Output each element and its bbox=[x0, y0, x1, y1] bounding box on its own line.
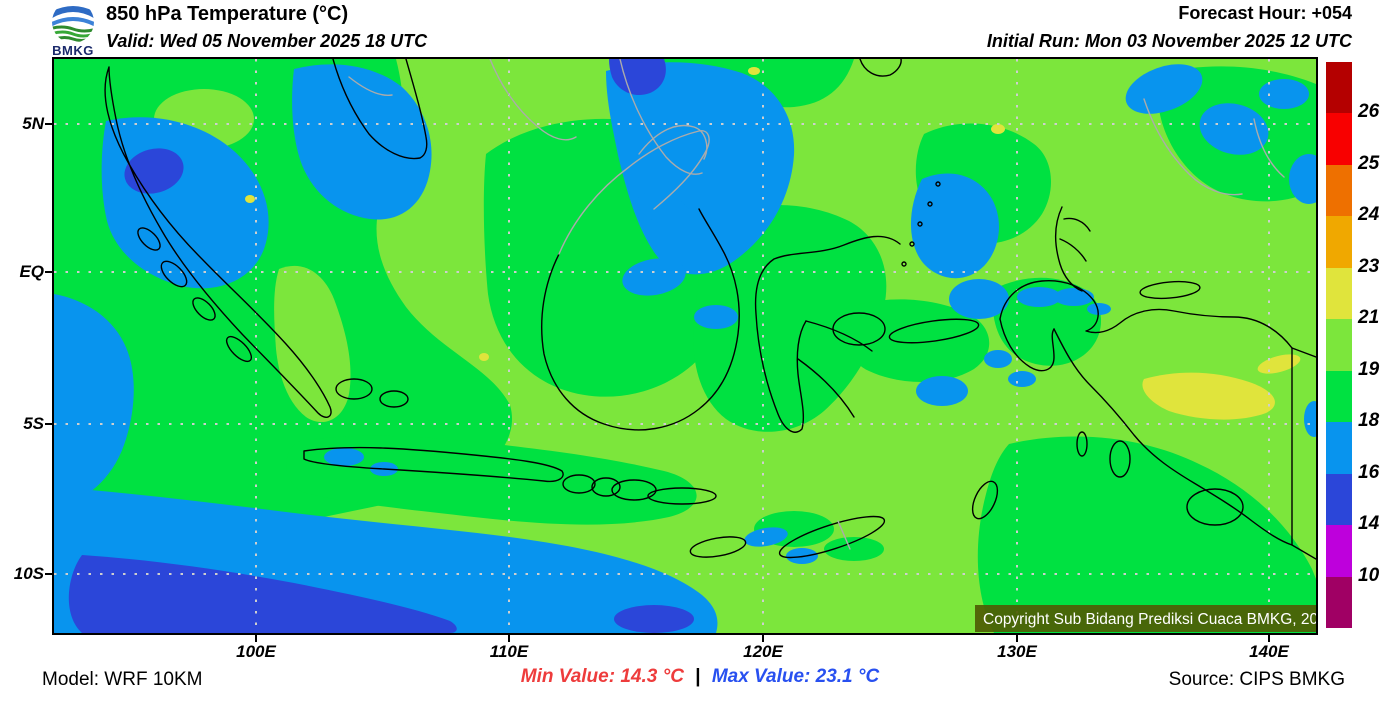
colorbar-segment-7 bbox=[1326, 422, 1352, 474]
minmax-separator: | bbox=[695, 666, 701, 687]
lon-tick bbox=[508, 635, 510, 642]
lon-tick bbox=[255, 635, 257, 642]
lat-tick bbox=[45, 573, 52, 575]
copyright-text: Copyright Sub Bidang Prediksi Cuaca BMKG… bbox=[983, 611, 1316, 628]
colorbar-label-19: 19 bbox=[1358, 358, 1380, 380]
colorbar-label-10: 10 bbox=[1358, 564, 1380, 586]
colorbar-segment-10 bbox=[1326, 576, 1352, 628]
colorbar-label-24: 24 bbox=[1358, 204, 1380, 226]
map-frame: Copyright Sub Bidang Prediksi Cuaca BMKG… bbox=[52, 57, 1318, 635]
temp-band-14-16 bbox=[68, 59, 694, 633]
model-label: Model: WRF 10KM bbox=[42, 669, 203, 690]
colorbar-segment-3 bbox=[1326, 216, 1352, 268]
colorbar-segment-5 bbox=[1326, 319, 1352, 371]
colorbar-segment-2 bbox=[1326, 164, 1352, 217]
lon-label-130e: 130E bbox=[997, 642, 1037, 661]
bmkg-logo-icon bbox=[52, 1, 94, 43]
copyright-background bbox=[975, 605, 1316, 632]
temperature-colorbar bbox=[1326, 62, 1352, 628]
colorbar-label-25: 25 bbox=[1358, 152, 1380, 174]
colorbar-label-14: 14 bbox=[1358, 513, 1380, 535]
lon-label-110e: 110E bbox=[489, 642, 529, 661]
coastlines bbox=[104, 59, 1316, 560]
colorbar-label-16: 16 bbox=[1358, 461, 1380, 483]
initial-run-label: Initial Run: Mon 03 November 2025 12 UTC bbox=[986, 31, 1352, 51]
copyright-overlay: Copyright Sub Bidang Prediksi Cuaca BMKG… bbox=[975, 605, 1316, 632]
lat-tick bbox=[45, 271, 52, 273]
colorbar-segment-6 bbox=[1326, 370, 1352, 423]
forecast-hour-label: Forecast Hour: +054 bbox=[1178, 3, 1352, 23]
lat-label-5s: 5S bbox=[23, 414, 44, 433]
lat-tick bbox=[45, 423, 52, 425]
valid-time-label: Valid: Wed 05 November 2025 18 UTC bbox=[106, 31, 428, 51]
colorbar-segment-4 bbox=[1326, 267, 1352, 320]
lon-tick bbox=[1016, 635, 1018, 642]
colorbar-segment-0 bbox=[1326, 62, 1352, 114]
colorbar-segment-8 bbox=[1326, 473, 1352, 526]
admin-borders bbox=[348, 59, 1285, 550]
lon-label-120e: 120E bbox=[743, 642, 783, 661]
max-value-label: Max Value: 23.1 °C bbox=[711, 666, 880, 687]
colorbar-segment-1 bbox=[1326, 113, 1352, 165]
colorbar-label-18: 18 bbox=[1358, 410, 1380, 432]
bmkg-logo: BMKG bbox=[44, 1, 102, 58]
colorbar-label-23: 23 bbox=[1358, 255, 1380, 277]
colorbar-label-26: 26 bbox=[1358, 101, 1380, 123]
minmax-row: Min Value: 14.3 °C | Max Value: 23.1 °C bbox=[0, 666, 1400, 688]
colorbar-segment-9 bbox=[1326, 525, 1352, 577]
lon-label-100e: 100E bbox=[236, 642, 276, 661]
temperature-map: Copyright Sub Bidang Prediksi Cuaca BMKG… bbox=[54, 59, 1316, 633]
min-value-label: Min Value: 14.3 °C bbox=[520, 666, 684, 687]
lat-tick bbox=[45, 123, 52, 125]
temp-band-21-23 bbox=[245, 67, 1301, 420]
colorbar-label-21: 21 bbox=[1358, 307, 1380, 329]
page-title: 850 hPa Temperature (°C) bbox=[106, 3, 349, 25]
lat-label-5n: 5N bbox=[22, 114, 44, 133]
lon-label-140e: 140E bbox=[1249, 642, 1289, 661]
lon-tick bbox=[1268, 635, 1270, 642]
lat-label-eq: EQ bbox=[19, 262, 44, 281]
source-label: Source: CIPS BMKG bbox=[1168, 669, 1345, 690]
lat-label-10s: 10S bbox=[13, 564, 44, 583]
bmkg-logo-label: BMKG bbox=[52, 43, 94, 58]
lon-tick bbox=[762, 635, 764, 642]
